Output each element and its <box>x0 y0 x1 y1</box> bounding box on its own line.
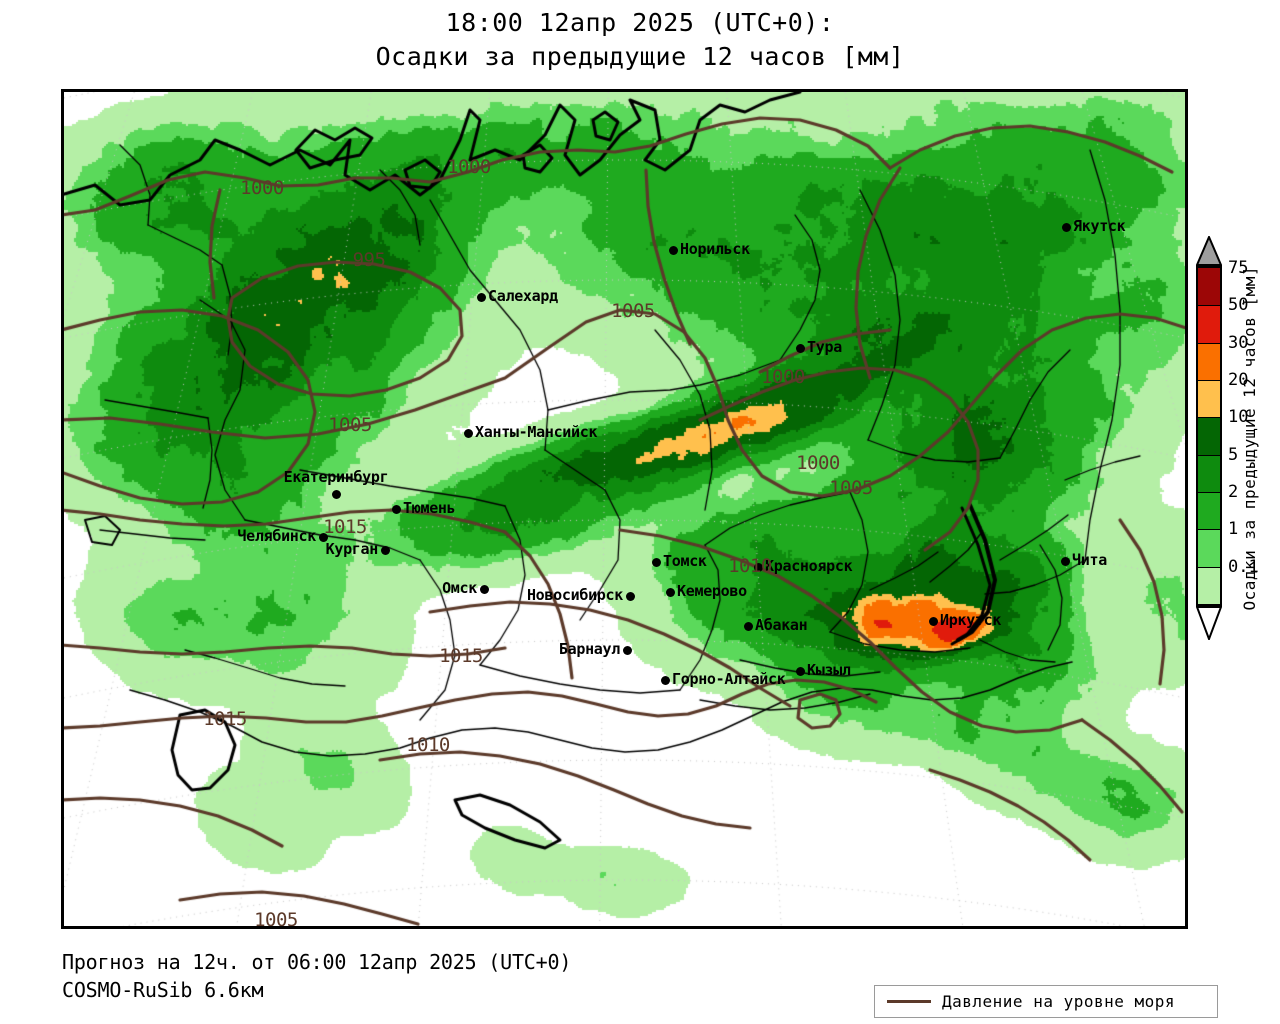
isobar-label: 1005 <box>611 300 655 322</box>
isobar-label: 1000 <box>240 177 284 199</box>
colorbar-segment <box>1198 529 1220 567</box>
colorbar-axis-title: Осадки за предыдущие 12 часов [мм] <box>1234 236 1264 640</box>
isobar-label: 1000 <box>796 452 840 474</box>
colorbar-segments <box>1196 266 1222 606</box>
colorbar-under-arrow-icon <box>1196 606 1222 640</box>
model-name-info: COSMO-RuSib 6.6км <box>62 978 264 1002</box>
isobar-label: 1010 <box>406 734 450 756</box>
colorbar-tick-75: 75 <box>1228 258 1249 278</box>
colorbar-axis-title-text: Осадки за предыдущие 12 часов [мм] <box>1239 265 1259 611</box>
precipitation-map-canvas[interactable] <box>64 92 1185 926</box>
colorbar-segment <box>1198 566 1220 604</box>
colorbar-segment <box>1198 342 1220 380</box>
isobar-label: 1000 <box>447 156 491 178</box>
forecast-run-info: Прогноз на 12ч. от 06:00 12апр 2025 (UTC… <box>62 950 572 974</box>
colorbar-tick-50: 50 <box>1228 295 1249 316</box>
map-title-block: 18:00 12апр 2025 (UTC+0): Осадки за пред… <box>0 6 1280 74</box>
title-parameter: Осадки за предыдущие 12 часов [мм] <box>375 42 905 71</box>
colorbar-segment <box>1198 491 1220 530</box>
precipitation-colorbar: 0.1 1 2 5 10 20 30 50 75 <box>1196 236 1259 640</box>
colorbar-tick-20: 20 <box>1228 370 1249 390</box>
colorbar-tick-30: 30 <box>1228 332 1249 353</box>
colorbar-tick-2: 2 <box>1228 482 1239 502</box>
colorbar-segment <box>1198 268 1220 306</box>
isobar-label: 1005 <box>829 477 873 499</box>
map-frame[interactable]: Якутск Норильск Салехард Тура Ханты-Мансийск… <box>61 89 1188 929</box>
colorbar-segment <box>1198 305 1220 343</box>
colorbar-tick-0.1: 0.1 <box>1228 556 1259 577</box>
isobar-label: 1015 <box>439 645 483 667</box>
colorbar-tick-5: 5 <box>1228 444 1239 465</box>
colorbar-segment <box>1198 417 1220 455</box>
colorbar-tick-10: 10 <box>1228 407 1249 428</box>
isobar-label: 1015 <box>203 708 247 730</box>
isobar-label: 1000 <box>761 366 805 388</box>
colorbar-segment <box>1198 379 1220 418</box>
isobar-label: 995 <box>352 249 386 271</box>
footer-info: Прогноз на 12ч. от 06:00 12апр 2025 (UTC… <box>62 948 571 1004</box>
isobar-label: 1005 <box>328 414 372 436</box>
pressure-legend: Давление на уровне моря <box>874 985 1218 1018</box>
pressure-line-sample-icon <box>887 1000 931 1003</box>
colorbar-tick-1: 1 <box>1228 519 1239 540</box>
isobar-label: 1005 <box>254 909 298 929</box>
isobar-label: 1015 <box>323 516 367 538</box>
colorbar-over-arrow-icon <box>1196 236 1222 266</box>
title-datetime: 18:00 12апр 2025 (UTC+0): <box>445 8 835 37</box>
isobar-label: 1010 <box>728 555 772 577</box>
colorbar-segment <box>1198 454 1220 492</box>
pressure-legend-label: Давление на уровне моря <box>942 992 1176 1011</box>
